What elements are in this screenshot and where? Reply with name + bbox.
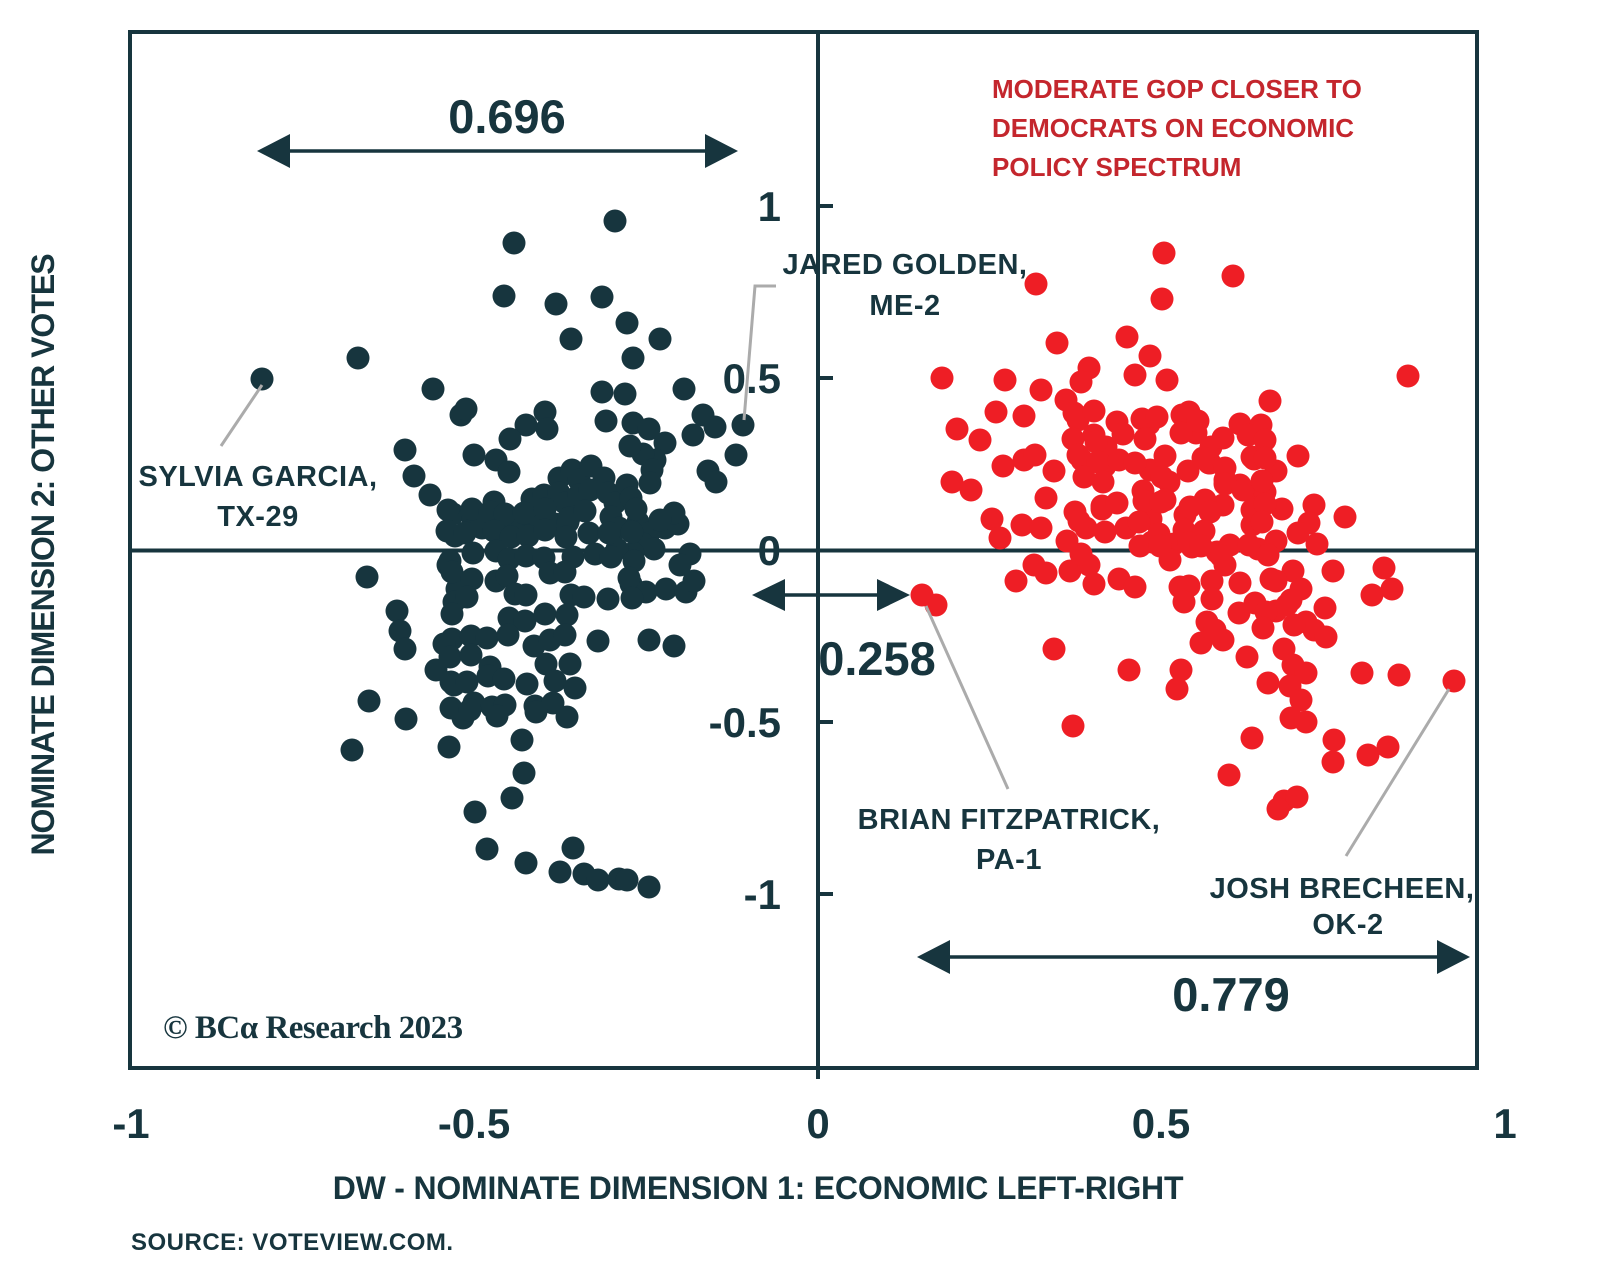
svg-text:SYLVIA GARCIA,: SYLVIA GARCIA, (138, 461, 377, 493)
svg-text:-1: -1 (112, 1100, 149, 1147)
svg-text:0: 0 (758, 527, 781, 574)
svg-text:0.5: 0.5 (1132, 1100, 1190, 1147)
svg-text:-0.5: -0.5 (438, 1100, 510, 1147)
svg-text:0.258: 0.258 (818, 632, 936, 685)
svg-text:0.779: 0.779 (1172, 968, 1290, 1021)
svg-text:0: 0 (806, 1100, 829, 1147)
svg-text:PA-1: PA-1 (976, 844, 1042, 876)
svg-text:OK-2: OK-2 (1312, 909, 1383, 941)
svg-text:JOSH BRECHEEN,: JOSH BRECHEEN, (1210, 873, 1475, 905)
svg-text:BRIAN FITZPATRICK,: BRIAN FITZPATRICK, (858, 804, 1161, 836)
svg-text:MODERATE GOP CLOSER TO: MODERATE GOP CLOSER TO (992, 74, 1362, 104)
svg-text:NOMINATE DIMENSION 2: OTHER VO: NOMINATE DIMENSION 2: OTHER VOTES (25, 254, 61, 856)
svg-text:DEMOCRATS ON ECONOMIC: DEMOCRATS ON ECONOMIC (992, 113, 1354, 143)
svg-text:ME-2: ME-2 (869, 290, 940, 322)
svg-text:DW - NOMINATE DIMENSION 1: ECO: DW - NOMINATE DIMENSION 1: ECONOMIC LEFT… (333, 1170, 1184, 1206)
svg-text:© BCα Research 2023: © BCα Research 2023 (163, 1010, 463, 1046)
svg-text:SOURCE: VOTEVIEW.COM.: SOURCE: VOTEVIEW.COM. (131, 1229, 454, 1256)
svg-text:0.696: 0.696 (448, 90, 566, 143)
svg-text:-0.5: -0.5 (709, 699, 781, 746)
svg-text:-1: -1 (744, 871, 781, 918)
svg-text:1: 1 (1493, 1100, 1516, 1147)
svg-text:1: 1 (758, 183, 781, 230)
svg-text:0.5: 0.5 (723, 355, 781, 402)
svg-text:TX-29: TX-29 (217, 501, 298, 533)
svg-text:POLICY SPECTRUM: POLICY SPECTRUM (992, 152, 1241, 182)
svg-text:JARED GOLDEN,: JARED GOLDEN, (783, 249, 1028, 281)
